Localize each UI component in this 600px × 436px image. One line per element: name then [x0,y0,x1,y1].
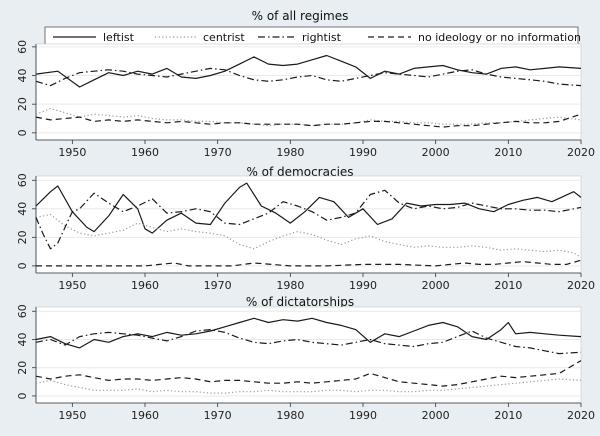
x-tick-label: 1950 [58,146,86,159]
legend-label: no ideology or no information [418,31,581,44]
x-tick-label: 1950 [58,409,86,422]
x-tick-label: 1990 [349,146,377,159]
x-tick-label: 1960 [131,279,159,292]
x-tick-label: 2000 [422,146,450,159]
y-tick-label: 0 [16,392,29,399]
panel-title: % of all regimes [252,9,349,23]
x-tick-label: 1980 [276,146,304,159]
y-tick-label: 60 [16,40,29,54]
series-line-no [36,259,582,267]
x-tick-label: 1980 [276,279,304,292]
series-line-centrist [35,213,582,258]
series-line-rightist [35,67,582,87]
y-tick-label: 40 [16,69,29,83]
y-tick-label: 60 [16,173,29,187]
legend-label: centrist [203,31,245,44]
plot-area [35,306,582,404]
legend-label: rightist [302,31,342,44]
y-tick-label: 20 [16,361,29,375]
x-tick-label: 2010 [494,146,522,159]
x-tick-label: 1970 [204,409,232,422]
x-tick-label: 2020 [567,409,595,422]
x-tick-label: 1980 [276,409,304,422]
x-tick-label: 1950 [58,279,86,292]
panel-title: % of dictatorships [246,295,354,309]
x-tick-label: 1970 [204,146,232,159]
y-tick-label: 0 [16,129,29,136]
series-line-centrist [35,378,582,394]
x-tick-label: 2020 [567,279,595,292]
panel-2: % of democracies 0 20 40 60 1950 1960 1970 1980 1… [16,165,595,292]
series-line-no [35,360,582,387]
x-tick-label: 1960 [131,146,159,159]
x-tick-label: 1990 [349,409,377,422]
y-tick-label: 40 [16,202,29,216]
x-tick-label: 1970 [204,279,232,292]
plot-area [35,43,582,141]
legend: leftist centrist rightist no ideology or no… [44,26,581,48]
series-line-rightist [35,329,582,355]
y-tick-label: 60 [16,304,29,318]
series-line-leftist [35,317,582,349]
y-tick-label: 20 [16,230,29,244]
plot-area [35,175,582,274]
legend-label: leftist [103,31,135,44]
x-tick-label: 2010 [494,279,522,292]
x-tick-label: 2020 [567,146,595,159]
x-tick-label: 1990 [349,279,377,292]
x-tick-label: 1960 [131,409,159,422]
x-tick-label: 2000 [422,409,450,422]
series-line-no [35,113,582,128]
y-tick-label: 0 [16,262,29,269]
chart-panels: leftist centrist rightist no ideology or no… [16,9,595,422]
x-tick-label: 2000 [422,279,450,292]
panel-title: % of democracies [246,165,353,179]
series-line-leftist [35,182,582,234]
y-tick-label: 20 [16,97,29,111]
panel-1: % of all regimes 0 20 40 60 1950 1960 1970 1980 1… [16,9,595,159]
series-line-rightist [35,189,582,250]
panel-3: % of dictatorships 0 20 40 60 1950 1960 1970 198… [16,295,595,422]
y-tick-label: 40 [16,332,29,346]
x-tick-label: 2010 [494,409,522,422]
